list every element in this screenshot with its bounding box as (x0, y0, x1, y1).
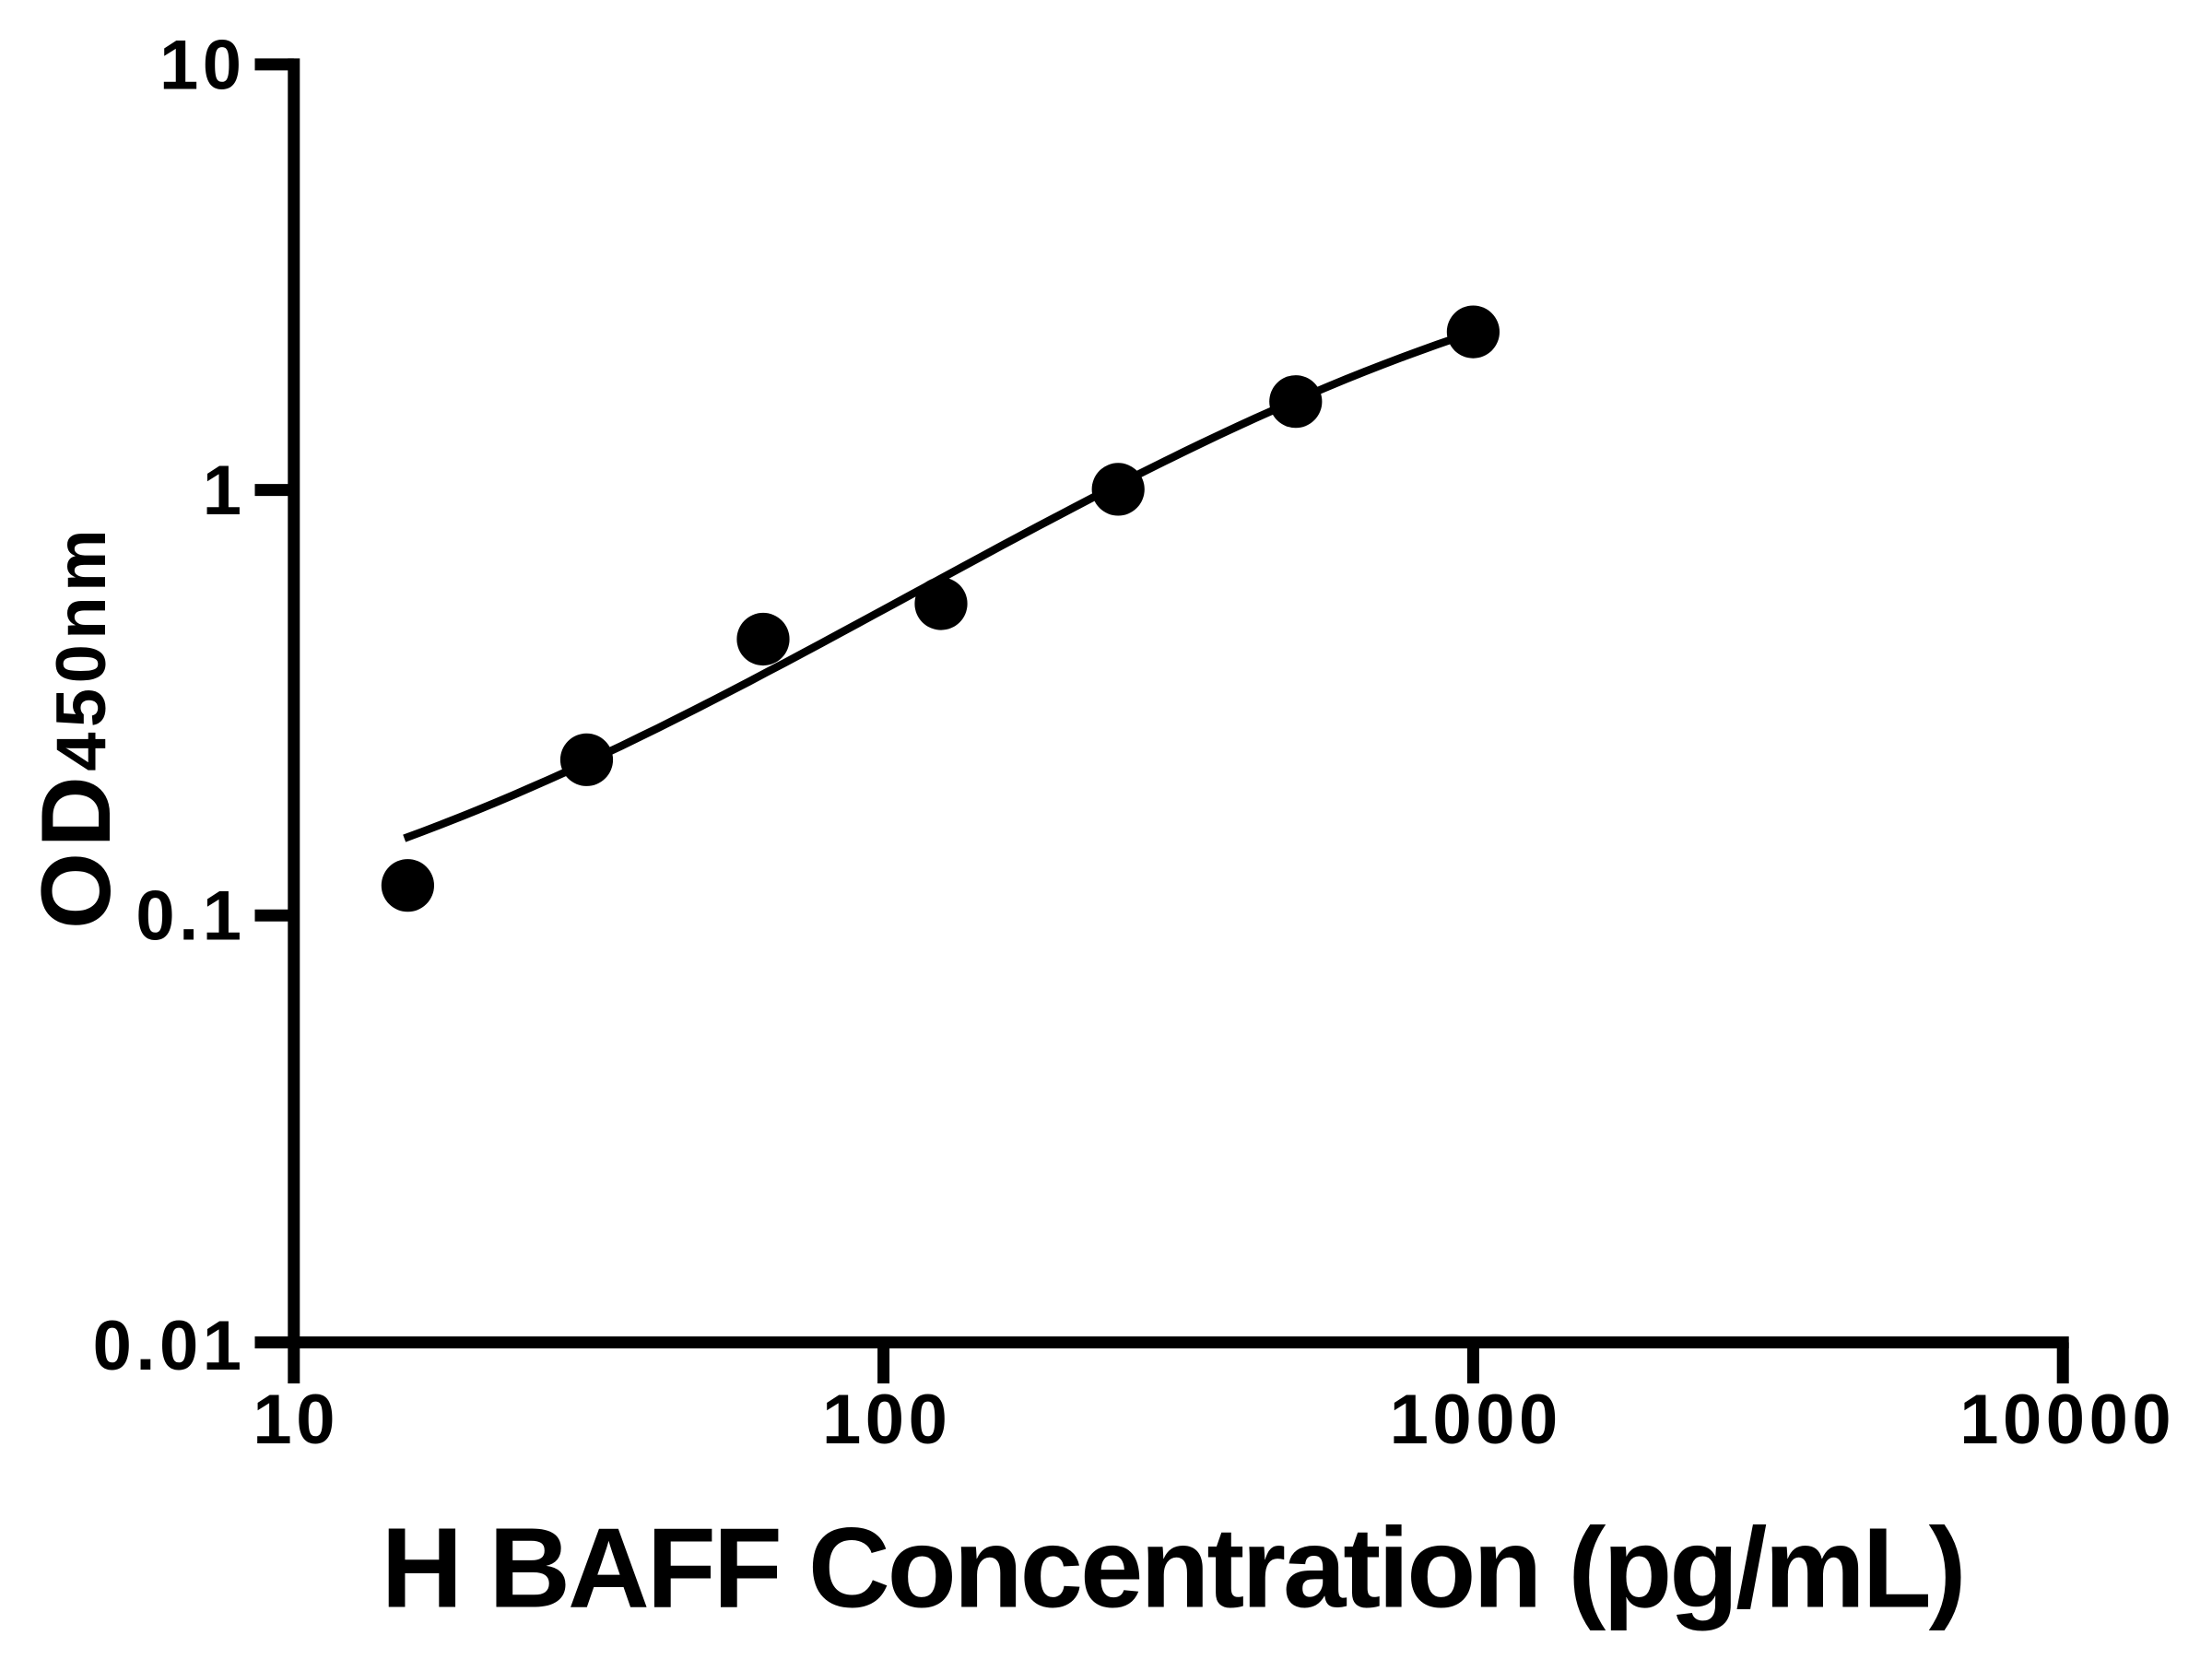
svg-text:1000: 1000 (1390, 1381, 1562, 1459)
svg-text:10: 10 (159, 26, 246, 104)
svg-text:100: 100 (822, 1381, 951, 1459)
svg-text:H BAFF Concentration (pg/mL): H BAFF Concentration (pg/mL) (382, 1506, 1964, 1632)
svg-text:0.01: 0.01 (93, 1307, 246, 1385)
svg-text:10000: 10000 (1959, 1381, 2175, 1459)
svg-text:0.1: 0.1 (135, 877, 245, 956)
svg-text:1: 1 (203, 452, 246, 530)
svg-text:10: 10 (253, 1381, 339, 1459)
